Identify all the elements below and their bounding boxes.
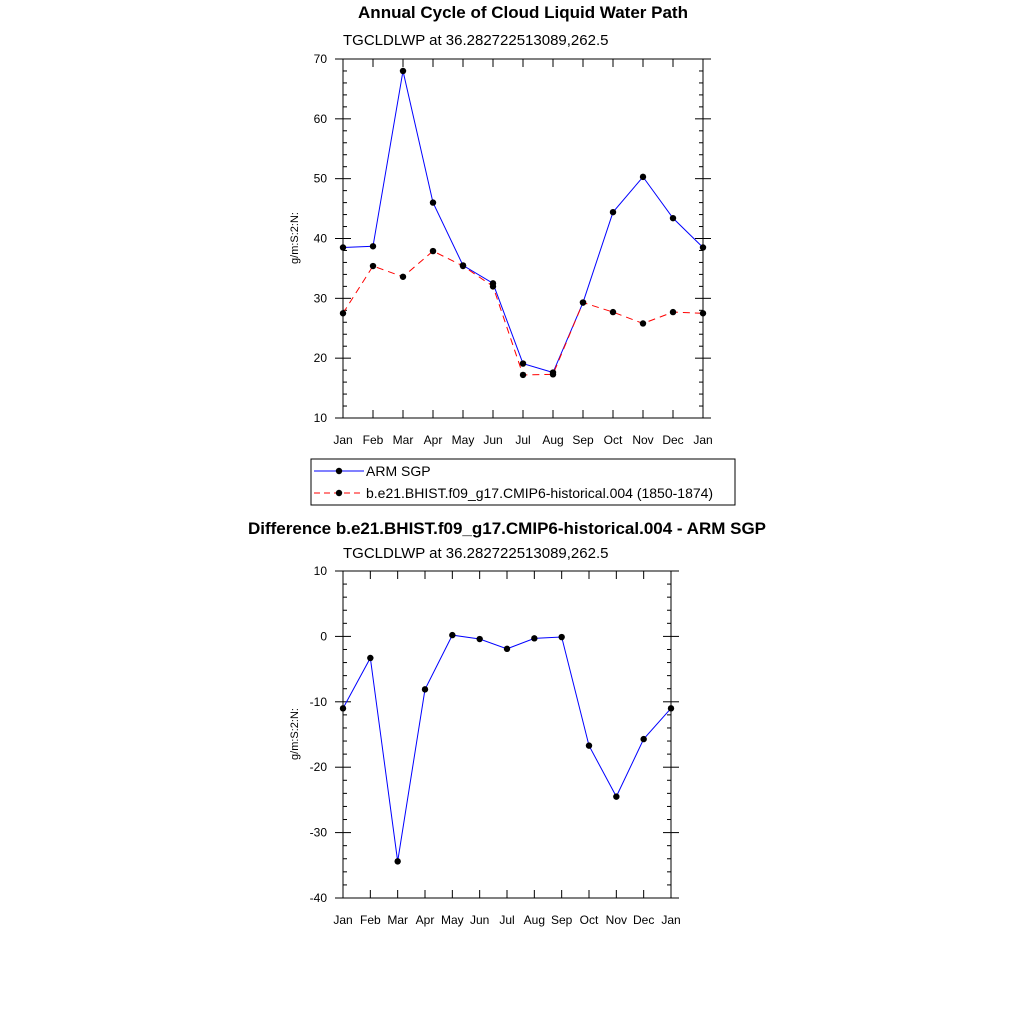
data-point	[558, 633, 565, 641]
data-point	[531, 635, 538, 642]
data-point	[476, 635, 483, 643]
series-line	[342, 634, 672, 862]
x-tick-label: Sep	[551, 913, 573, 927]
x-tick-label: Mar	[393, 433, 414, 447]
x-tick-label: Sep	[572, 433, 594, 447]
data-point	[699, 310, 707, 317]
data-point	[669, 308, 677, 316]
x-tick-label: Jan	[661, 913, 680, 927]
y-tick-label: 20	[314, 351, 328, 365]
plot-area: Jan Feb Mar Apr May Jun Jul Aug Sep Oct Nov Dec Jan 1…	[314, 52, 713, 447]
y-tick-label: -40	[310, 891, 328, 905]
data-point	[429, 247, 437, 255]
data-point	[613, 793, 620, 800]
data-point	[579, 299, 587, 306]
x-tick-label: Dec	[662, 433, 683, 447]
x-tick-label: Oct	[604, 433, 623, 447]
x-tick-label: Feb	[363, 433, 384, 447]
data-point	[503, 645, 511, 653]
data-point	[399, 67, 407, 75]
x-tick-label: Aug	[542, 433, 563, 447]
data-point	[399, 273, 407, 280]
x-tick-label: Jan	[333, 433, 352, 447]
y-tick-label: 30	[314, 291, 328, 305]
plot-frame	[342, 570, 672, 899]
data-point	[609, 308, 617, 316]
x-tick-label: Nov	[632, 433, 653, 447]
data-point	[429, 199, 437, 206]
y-tick-label: 60	[314, 112, 328, 126]
data-point	[519, 360, 527, 367]
data-point	[459, 262, 467, 270]
data-point	[667, 705, 675, 712]
legend: ARM SGP b.e21.BHIST.f09_g17.CMIP6-histor…	[310, 458, 736, 506]
chart-title: Annual Cycle of Cloud Liquid Water Path	[358, 3, 688, 22]
data-point	[489, 283, 497, 290]
data-point	[639, 173, 647, 181]
y-tick-label: -10	[310, 695, 328, 709]
data-point	[609, 208, 617, 216]
x-tick-label: Aug	[524, 913, 545, 927]
x-tick-label: Jul	[515, 433, 530, 447]
x-tick-label: May	[452, 433, 475, 447]
annual-cycle-chart: Annual Cycle of Cloud Liquid Water Path …	[289, 3, 713, 447]
data-point	[339, 310, 347, 317]
y-axis-label: g/m:S:2:N:	[289, 212, 301, 264]
data-point	[549, 371, 557, 378]
plot-area: Jan Feb Mar Apr May Jun Jul Aug Sep Oct Nov Dec Jan-…	[310, 564, 681, 927]
data-point	[369, 243, 377, 250]
legend-marker-arm	[335, 467, 343, 475]
data-point	[367, 654, 374, 662]
y-tick-label: -20	[310, 760, 328, 774]
y-tick-label: 50	[314, 172, 328, 186]
x-tick-label: Jul	[499, 913, 514, 927]
y-tick-label: 0	[320, 629, 327, 643]
y-tick-label: 40	[314, 232, 328, 246]
x-tick-label: Apr	[424, 433, 443, 447]
data-point	[339, 244, 347, 251]
y-tick-label: 70	[314, 52, 328, 66]
data-point	[585, 742, 593, 749]
x-tick-label: Apr	[416, 913, 435, 927]
data-point	[339, 705, 347, 712]
data-point	[449, 631, 456, 639]
data-point	[639, 320, 647, 327]
data-point	[369, 262, 377, 270]
chart-marks	[339, 631, 675, 865]
y-tick-label: 10	[314, 411, 328, 425]
y-axis-label: g/m:S:2:N:	[289, 708, 301, 760]
chart-marks	[339, 67, 707, 379]
x-tick-label: Jun	[483, 433, 502, 447]
x-tick-label: Jan	[333, 913, 352, 927]
y-tick-label: -30	[310, 826, 328, 840]
data-point	[699, 244, 707, 251]
legend-label-model: b.e21.BHIST.f09_g17.CMIP6-historical.004…	[366, 485, 713, 501]
x-tick-label: May	[441, 913, 464, 927]
legend-box	[310, 458, 736, 506]
legend-marker-model	[335, 489, 343, 497]
data-point	[519, 371, 527, 379]
series-line	[342, 70, 704, 374]
chart-subtitle: TGCLDLWP at 36.282722513089,262.5	[343, 32, 608, 49]
data-point	[394, 858, 401, 865]
x-tick-label: Feb	[360, 913, 381, 927]
legend-label-arm: ARM SGP	[366, 463, 431, 479]
data-point	[669, 214, 677, 222]
chart-title: Difference b.e21.BHIST.f09_g17.CMIP6-his…	[248, 519, 766, 538]
x-tick-label: Dec	[633, 913, 654, 927]
x-tick-label: Oct	[580, 913, 599, 927]
x-tick-label: Jun	[470, 913, 489, 927]
y-tick-label: 10	[314, 564, 328, 578]
difference-chart: Difference b.e21.BHIST.f09_g17.CMIP6-his…	[248, 519, 766, 927]
data-point	[640, 735, 647, 743]
chart-subtitle: TGCLDLWP at 36.282722513089,262.5	[343, 545, 608, 562]
series-line	[342, 250, 704, 376]
data-point	[421, 686, 429, 693]
x-tick-label: Nov	[606, 913, 627, 927]
x-tick-label: Jan	[693, 433, 712, 447]
x-tick-label: Mar	[387, 913, 408, 927]
